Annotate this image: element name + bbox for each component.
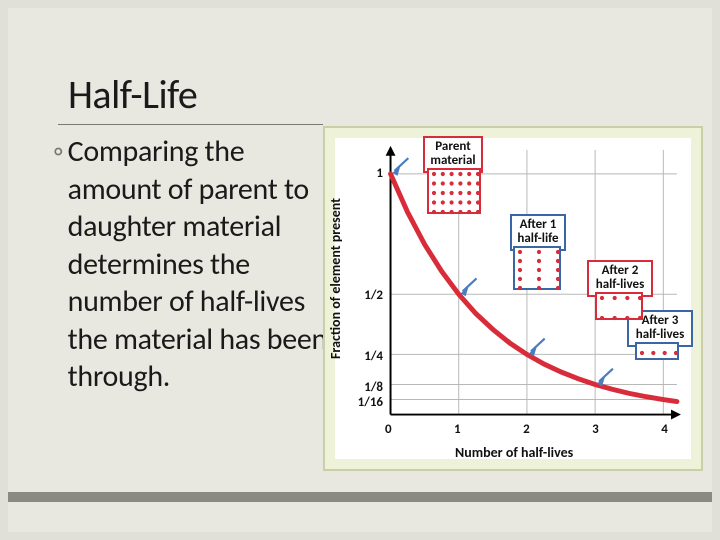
bullet-row: ◦ Comparing the amount of parent to daug…: [53, 133, 333, 396]
x-tick-label: 3: [592, 422, 599, 437]
y-axis-label: Fraction of element present: [327, 98, 344, 298]
chart: ParentmaterialAfter 1half-lifeAfter 2hal…: [323, 126, 703, 471]
dotbox-after3-dots: [635, 342, 679, 360]
x-tick-label: 1: [454, 422, 461, 437]
x-tick-label: 0: [385, 422, 392, 437]
y-tick-label: 1/16: [349, 395, 383, 410]
footer-bar: [8, 492, 712, 502]
body-text: Comparing the amount of parent to daught…: [68, 133, 333, 396]
chart-inner: ParentmaterialAfter 1half-lifeAfter 2hal…: [335, 138, 691, 459]
x-tick-label: 4: [661, 422, 668, 437]
x-axis-label: Number of half-lives: [455, 444, 573, 461]
title-underline: [58, 124, 323, 125]
y-tick-label: 1/4: [349, 349, 383, 364]
slide-title: Half-Life: [68, 70, 197, 119]
y-tick-label: 1: [349, 166, 383, 181]
x-tick-label: 2: [523, 422, 530, 437]
dotbox-after2-dots: [595, 292, 643, 320]
bullet-mark: ◦: [53, 137, 64, 167]
y-tick-label: 1/8: [349, 380, 383, 395]
slide: Half-Life ◦ Comparing the amount of pare…: [8, 8, 712, 532]
dotbox-parent-dots: [427, 168, 481, 214]
y-tick-label: 1/2: [349, 288, 383, 303]
dotbox-after1-dots: [513, 246, 561, 290]
